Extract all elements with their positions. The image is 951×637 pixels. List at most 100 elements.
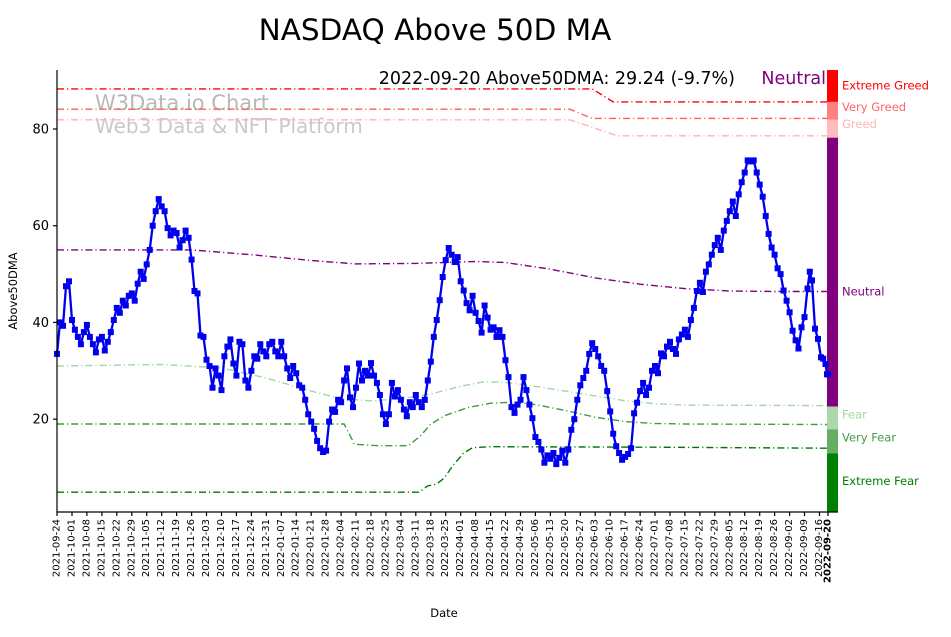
data-point-marker xyxy=(729,198,736,205)
data-point-marker xyxy=(726,208,733,215)
threshold-line-greed xyxy=(57,119,828,137)
data-point-marker xyxy=(502,357,509,364)
x-tick-label: 2022-06-03 xyxy=(590,519,601,577)
annotation-latest-value: 2022-09-20 Above50DMA: 29.24 (-9.7%) xyxy=(379,69,735,89)
x-tick-label: 2022-09-20 xyxy=(823,519,834,583)
x-tick-label: 2022-07-22 xyxy=(694,519,705,577)
x-tick-label: 2022-05-27 xyxy=(575,519,586,577)
data-point-marker xyxy=(714,234,721,241)
data-point-marker xyxy=(146,246,153,253)
x-tick-label: 2021-12-17 xyxy=(231,519,242,577)
x-tick-label: 2022-02-04 xyxy=(336,519,347,577)
data-point-marker xyxy=(792,337,799,344)
data-point-marker xyxy=(260,348,267,355)
data-point-marker xyxy=(173,230,180,236)
data-point-marker xyxy=(290,363,297,369)
data-point-marker xyxy=(705,261,712,268)
data-point-marker xyxy=(508,404,515,411)
x-tick-label: 2022-06-24 xyxy=(635,519,646,577)
data-point-marker xyxy=(400,406,407,413)
data-point-marker xyxy=(379,411,386,418)
x-tick-label: 2022-01-21 xyxy=(306,519,317,577)
data-point-marker xyxy=(798,324,805,331)
data-point-marker xyxy=(496,327,503,334)
data-point-marker xyxy=(158,203,165,210)
data-point-marker xyxy=(771,251,778,258)
data-point-marker xyxy=(77,341,84,348)
data-point-marker xyxy=(365,372,371,379)
data-point-marker xyxy=(269,338,276,345)
data-point-marker xyxy=(670,346,676,352)
data-point-marker xyxy=(278,338,285,345)
data-point-marker xyxy=(382,421,389,427)
zone-label-neutral: Neutral xyxy=(842,285,884,299)
x-tick-label: 2021-11-05 xyxy=(141,519,152,577)
data-point-marker xyxy=(616,450,623,456)
data-point-marker xyxy=(113,304,120,311)
data-point-marker xyxy=(547,455,554,462)
data-point-marker xyxy=(574,396,581,403)
data-point-marker xyxy=(812,325,818,332)
data-point-marker xyxy=(69,317,75,323)
annotation-status: Neutral xyxy=(761,69,826,89)
data-point-marker xyxy=(344,365,350,372)
data-point-marker xyxy=(610,430,617,437)
zone-bar-very-greed xyxy=(827,101,838,120)
data-point-marker xyxy=(565,446,572,453)
data-point-marker xyxy=(388,379,395,386)
threshold-line-neutral xyxy=(57,249,828,293)
data-point-marker xyxy=(86,333,93,340)
data-point-marker xyxy=(538,446,545,453)
data-point-marker xyxy=(104,338,111,345)
x-tick-label: 2021-10-15 xyxy=(96,519,107,577)
data-point-marker xyxy=(302,396,309,403)
data-point-marker xyxy=(215,372,222,379)
data-point-marker xyxy=(230,360,237,367)
data-point-marker xyxy=(442,257,449,264)
x-tick-label: 2022-01-14 xyxy=(291,519,302,577)
data-point-marker xyxy=(194,290,201,297)
data-point-marker xyxy=(227,336,234,343)
data-point-marker xyxy=(484,314,491,321)
data-point-marker xyxy=(523,387,530,394)
data-point-marker xyxy=(134,280,141,287)
data-point-marker xyxy=(765,230,772,237)
zone-label-greed: Greed xyxy=(842,117,877,131)
data-point-marker xyxy=(475,318,482,324)
x-tick-label: 2022-04-01 xyxy=(455,519,466,577)
data-point-marker xyxy=(607,408,614,415)
x-tick-label: 2021-10-01 xyxy=(67,519,78,577)
data-point-marker xyxy=(397,396,404,403)
x-tick-label: 2021-10-29 xyxy=(126,519,137,577)
data-point-marker xyxy=(185,234,192,241)
data-point-marker xyxy=(478,329,485,336)
zone-label-very-greed: Very Greed xyxy=(842,100,906,114)
data-point-marker xyxy=(347,394,353,401)
data-point-marker xyxy=(326,418,333,425)
data-point-marker xyxy=(481,302,488,309)
data-point-marker xyxy=(305,411,312,418)
data-point-marker xyxy=(825,371,831,378)
data-point-marker xyxy=(466,307,473,314)
data-point-marker xyxy=(595,353,602,360)
data-point-marker xyxy=(155,196,162,203)
zone-label-fear: Fear xyxy=(842,407,867,421)
data-point-marker xyxy=(809,277,815,284)
data-point-marker xyxy=(556,454,563,461)
zone-bar-greed xyxy=(827,119,838,138)
data-point-marker xyxy=(750,157,757,164)
data-point-marker xyxy=(550,450,557,456)
data-point-marker xyxy=(598,363,605,369)
data-point-marker xyxy=(601,367,608,374)
data-point-marker xyxy=(248,367,255,374)
data-point-marker xyxy=(640,379,647,386)
x-tick-label: 2021-12-03 xyxy=(201,519,212,577)
data-point-marker xyxy=(472,309,479,316)
data-point-marker xyxy=(89,341,96,348)
y-tick-label: 40 xyxy=(32,316,49,331)
data-point-marker xyxy=(723,217,730,224)
data-point-marker xyxy=(161,208,168,215)
data-point-marker xyxy=(373,379,380,386)
data-point-marker xyxy=(741,169,748,176)
data-point-marker xyxy=(445,245,452,251)
